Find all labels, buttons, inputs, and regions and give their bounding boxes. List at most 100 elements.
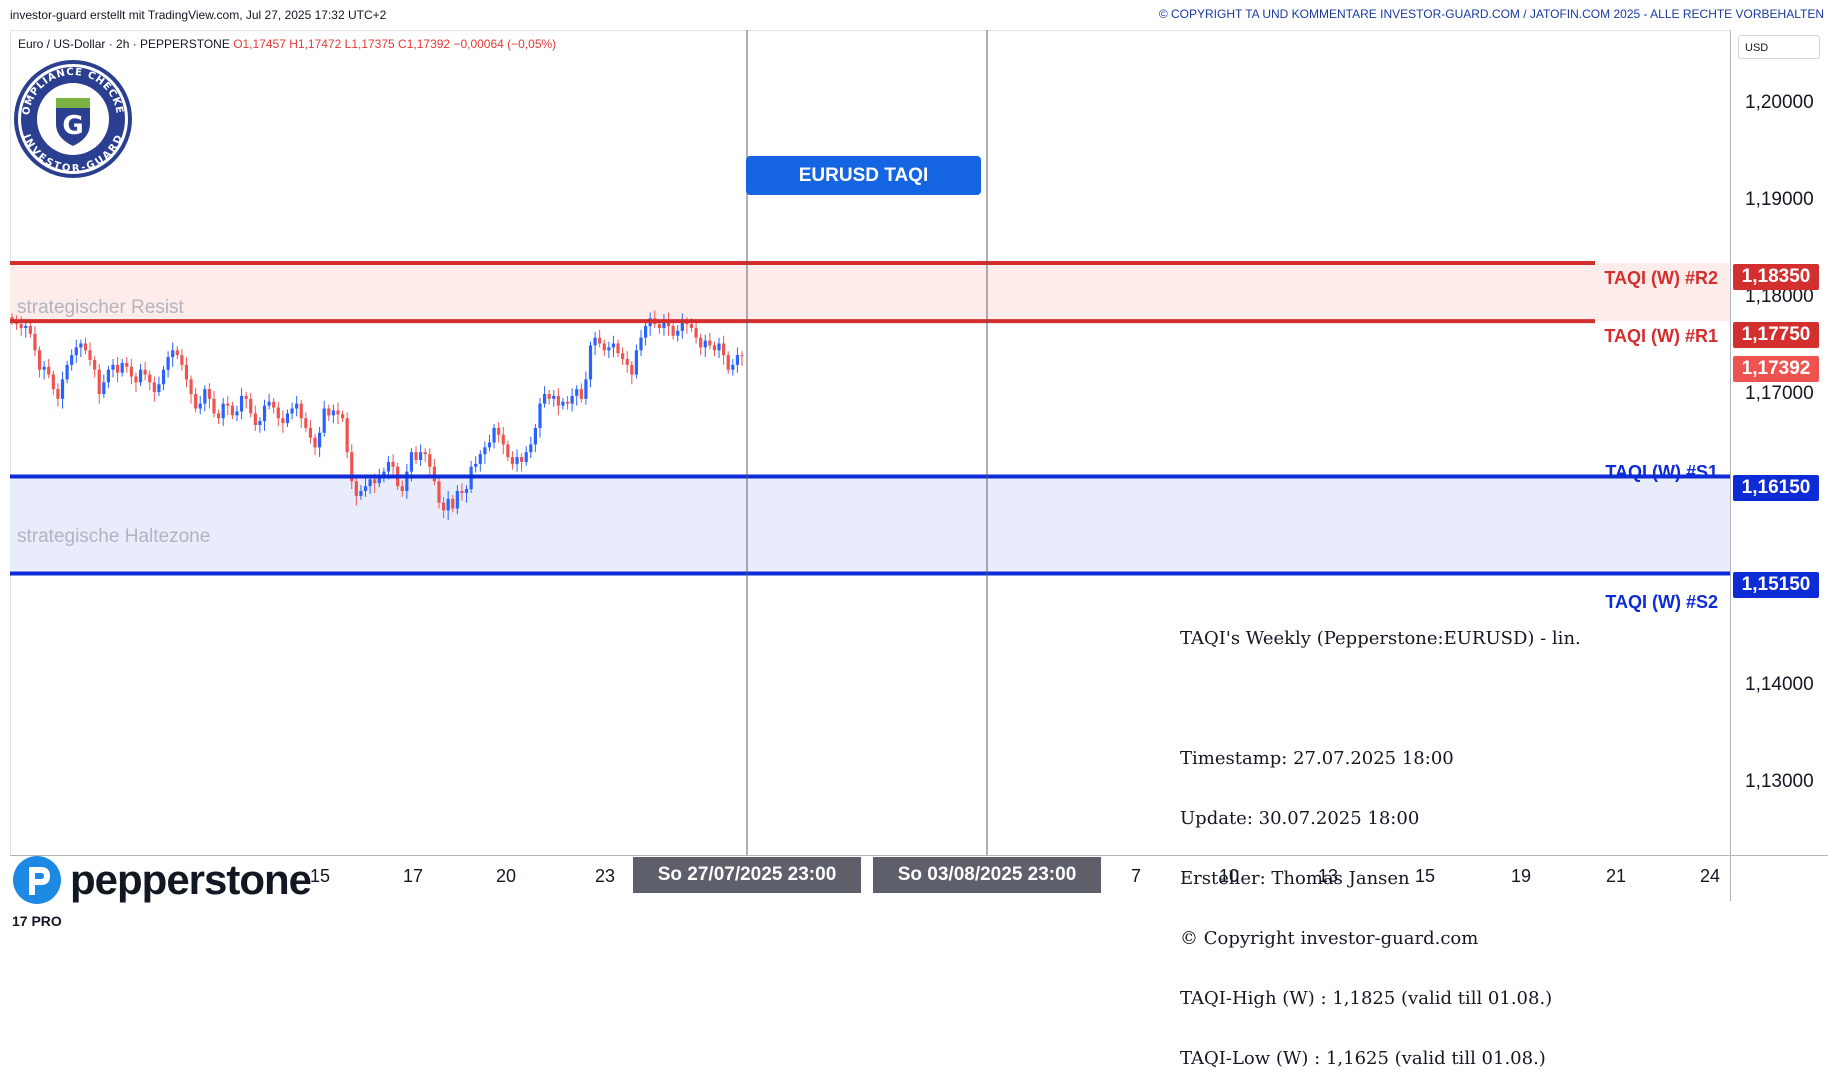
candle-body [657, 324, 661, 328]
snapshot-button[interactable]: EURUSD TAQI SNAPSHOT [746, 156, 981, 225]
time-tag-right: So 03/08/2025 23:00 [873, 857, 1101, 893]
time-tick-label: 10 [1218, 866, 1240, 886]
candle-body [102, 382, 106, 394]
candle-body [533, 427, 537, 445]
candle-body [441, 502, 446, 511]
candle-body [138, 369, 143, 383]
candle-body [689, 324, 694, 328]
open-value: O1,17457 [233, 37, 286, 51]
candle-body [115, 364, 120, 373]
candle-body [28, 326, 32, 334]
candle-body [143, 369, 147, 375]
candle-body [570, 395, 574, 404]
price-tag-r1: 1,17750 [1733, 322, 1819, 348]
candle-body [304, 418, 308, 428]
candle-body [74, 347, 78, 356]
candle-body [83, 343, 88, 351]
candle-body [542, 393, 547, 404]
price-chart[interactable] [0, 0, 1828, 937]
level-label-r1: TAQI (W) #R1 [1604, 326, 1718, 346]
resist-zone-label: strategischer Resist [17, 297, 184, 318]
candle-body [198, 403, 202, 409]
candle-body [267, 401, 271, 406]
candle-body [47, 366, 51, 375]
candle-body [217, 413, 221, 419]
candle-body [331, 410, 335, 416]
candle-body [253, 413, 257, 426]
candle-body [428, 454, 432, 467]
created-by-text: investor-guard erstellt mit TradingView.… [10, 8, 387, 22]
pepperstone-icon [13, 856, 61, 904]
symbol-legend[interactable]: Euro / US-Dollar · 2h · PEPPERSTONE O1,1… [18, 37, 556, 51]
seal-letter: G [62, 111, 83, 141]
candle-body [501, 434, 505, 445]
candle-body [281, 418, 285, 424]
price-tick-label: 1,17000 [1745, 382, 1814, 404]
candle-body [524, 452, 528, 462]
candle-body [262, 405, 267, 422]
price-tick-label: 1,14000 [1745, 674, 1814, 696]
time-tick-label: 19 [1510, 866, 1532, 886]
candle-body [611, 343, 616, 348]
level-label-s2: TAQI (W) #S2 [1605, 592, 1718, 612]
candle-body [423, 452, 427, 455]
candle-body [607, 347, 611, 351]
candle-body [318, 432, 322, 448]
candle-body [276, 407, 280, 419]
candle-body [24, 326, 28, 328]
symbol-name: Euro / US-Dollar · 2h · PEPPERSTONE [18, 37, 230, 51]
candle-body [455, 491, 459, 509]
candle-body [520, 457, 524, 462]
low-value: L1,17375 [344, 37, 395, 51]
candle-body [354, 481, 358, 496]
candle-body [414, 452, 418, 460]
candle-body [125, 362, 129, 367]
candle-body [42, 366, 46, 370]
price-tag-last: 1,17392 [1733, 356, 1819, 382]
candle-body [616, 343, 620, 354]
candle-body [662, 320, 666, 328]
candle-body [51, 374, 55, 390]
candle-body [722, 343, 726, 356]
candle-body [166, 357, 170, 370]
candle-body [446, 498, 450, 511]
candle-body [735, 355, 740, 365]
candle-body [409, 452, 414, 472]
candle-body [239, 395, 244, 412]
price-tag-r2: 1,18350 [1733, 264, 1819, 290]
pepperstone-logo: pepperstone [12, 855, 312, 905]
brand-text: pepperstone [70, 856, 312, 903]
chart-pane[interactable] [10, 30, 1731, 856]
currency-selector[interactable]: USD [1738, 35, 1820, 59]
candle-body [327, 408, 331, 416]
candle-body [680, 321, 684, 331]
time-tick-label: 7 [1130, 866, 1142, 886]
candle-body [189, 379, 193, 394]
price-tick-label: 1,18000 [1745, 285, 1814, 307]
candle-body [538, 403, 542, 428]
candle-body [161, 369, 166, 385]
candle-body [487, 442, 492, 448]
candle-body [602, 343, 606, 351]
candle-body [308, 427, 313, 438]
candle-body [221, 403, 225, 419]
candle-body [322, 408, 326, 433]
candle-body [451, 498, 455, 509]
candle-body [671, 326, 675, 336]
candle-body [295, 403, 299, 409]
candle-body [386, 461, 391, 472]
price-tick-label: 1,13000 [1745, 771, 1814, 793]
info-taqi-low: TAQI-Low (W) : 1,1625 (valid till 01.08.… [1180, 1048, 1546, 1069]
candle-body [694, 327, 698, 338]
candle-body [432, 466, 436, 482]
candle-body [639, 337, 643, 351]
candle-body [79, 343, 83, 348]
candle-body [258, 421, 262, 426]
candle-body [634, 350, 639, 375]
candle-body [120, 362, 124, 373]
candle-body [152, 382, 156, 393]
candle-body [65, 364, 69, 380]
candle-body [437, 481, 441, 503]
candle-body [382, 471, 386, 477]
time-tick-label: 15 [309, 866, 331, 886]
